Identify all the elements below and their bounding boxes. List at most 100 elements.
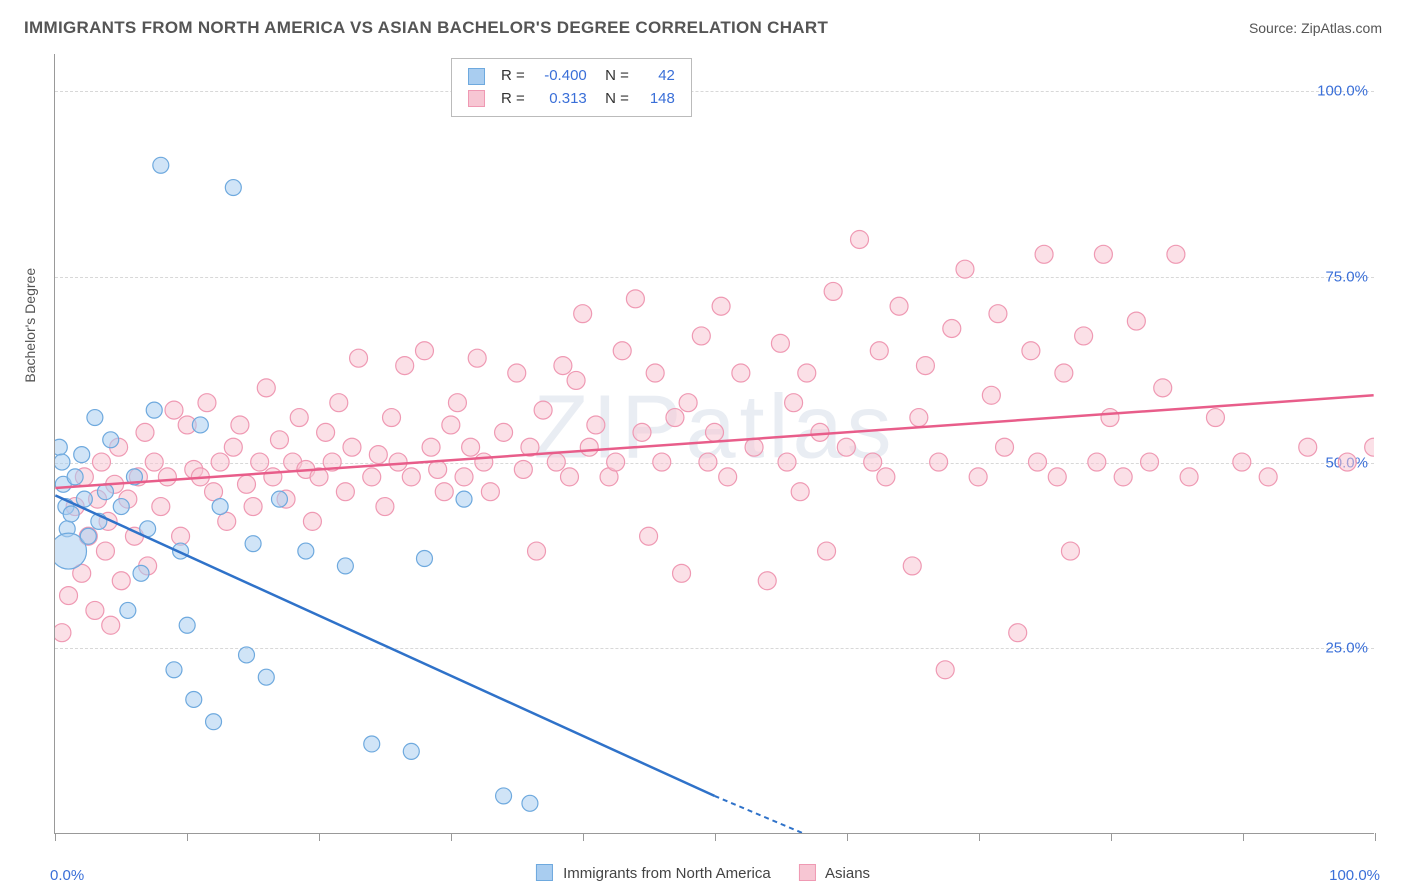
- trend-line: [55, 395, 1373, 488]
- plot-area: ZIPatlas 25.0%50.0%75.0%100.0%R =-0.400 …: [54, 54, 1374, 834]
- scatter-point: [692, 327, 710, 345]
- scatter-point: [330, 394, 348, 412]
- scatter-point: [152, 498, 170, 516]
- x-tick: [847, 833, 848, 841]
- scatter-point: [943, 320, 961, 338]
- scatter-point: [560, 468, 578, 486]
- scatter-point: [626, 290, 644, 308]
- scatter-point: [364, 736, 380, 752]
- scatter-point: [1075, 327, 1093, 345]
- scatter-point: [679, 394, 697, 412]
- x-tick: [583, 833, 584, 841]
- scatter-point: [271, 491, 287, 507]
- scatter-point: [778, 453, 796, 471]
- scatter-point: [851, 230, 869, 248]
- scatter-point: [1365, 438, 1374, 456]
- scatter-point: [699, 453, 717, 471]
- scatter-point: [376, 498, 394, 516]
- scatter-point: [369, 446, 387, 464]
- scatter-point: [86, 601, 104, 619]
- y-axis-label: Bachelor's Degree: [22, 268, 38, 383]
- scatter-point: [1167, 245, 1185, 263]
- x-tick: [1111, 833, 1112, 841]
- x-tick: [451, 833, 452, 841]
- scatter-point: [239, 647, 255, 663]
- scatter-point: [646, 364, 664, 382]
- scatter-point: [580, 438, 598, 456]
- scatter-point: [87, 410, 103, 426]
- scatter-point: [547, 453, 565, 471]
- scatter-point: [192, 417, 208, 433]
- scatter-point: [55, 439, 67, 455]
- scatter-point: [403, 743, 419, 759]
- scatter-point: [837, 438, 855, 456]
- scatter-point: [1154, 379, 1172, 397]
- scatter-point: [1259, 468, 1277, 486]
- scatter-point: [719, 468, 737, 486]
- scatter-point: [1022, 342, 1040, 360]
- scatter-point: [422, 438, 440, 456]
- scatter-point: [567, 371, 585, 389]
- scatter-point: [225, 180, 241, 196]
- scatter-point: [350, 349, 368, 367]
- scatter-point: [771, 334, 789, 352]
- scatter-point: [890, 297, 908, 315]
- scatter-point: [67, 469, 83, 485]
- scatter-point: [270, 431, 288, 449]
- scatter-point: [633, 423, 651, 441]
- scatter-point: [811, 423, 829, 441]
- scatter-point: [607, 453, 625, 471]
- source-attribution: Source: ZipAtlas.com: [1249, 20, 1382, 36]
- x-axis-min-label: 0.0%: [50, 867, 84, 884]
- scatter-point: [1094, 245, 1112, 263]
- scatter-point: [956, 260, 974, 278]
- scatter-point: [640, 527, 658, 545]
- scatter-point: [396, 357, 414, 375]
- scatter-point: [1028, 453, 1046, 471]
- scatter-point: [442, 416, 460, 434]
- scatter-point: [791, 483, 809, 501]
- scatter-point: [903, 557, 921, 575]
- scatter-point: [1035, 245, 1053, 263]
- scatter-point: [224, 438, 242, 456]
- scatter-point: [317, 423, 335, 441]
- scatter-chart-svg: [55, 54, 1374, 833]
- legend-swatch-icon: [799, 864, 816, 881]
- scatter-point: [343, 438, 361, 456]
- scatter-point: [910, 409, 928, 427]
- scatter-point: [55, 454, 70, 470]
- x-tick: [319, 833, 320, 841]
- scatter-point: [936, 661, 954, 679]
- trend-line-extrapolated: [715, 796, 873, 833]
- x-tick: [1375, 833, 1376, 841]
- scatter-point: [245, 536, 261, 552]
- scatter-point: [496, 788, 512, 804]
- scatter-point: [1061, 542, 1079, 560]
- scatter-point: [673, 564, 691, 582]
- scatter-point: [528, 542, 546, 560]
- scatter-point: [456, 491, 472, 507]
- scatter-point: [402, 468, 420, 486]
- trend-line: [55, 495, 714, 795]
- scatter-point: [231, 416, 249, 434]
- scatter-point: [363, 468, 381, 486]
- scatter-point: [153, 157, 169, 173]
- scatter-point: [136, 423, 154, 441]
- scatter-point: [877, 468, 895, 486]
- scatter-point: [112, 572, 130, 590]
- scatter-point: [468, 349, 486, 367]
- x-tick: [715, 833, 716, 841]
- scatter-point: [416, 551, 432, 567]
- scatter-point: [508, 364, 526, 382]
- x-axis-max-label: 100.0%: [1329, 867, 1380, 884]
- legend-label: Immigrants from North America: [563, 865, 771, 882]
- scatter-point: [102, 616, 120, 634]
- scatter-point: [133, 565, 149, 581]
- scatter-point: [146, 402, 162, 418]
- x-tick: [55, 833, 56, 841]
- scatter-point: [587, 416, 605, 434]
- scatter-point: [211, 453, 229, 471]
- scatter-point: [613, 342, 631, 360]
- scatter-point: [554, 357, 572, 375]
- scatter-point: [798, 364, 816, 382]
